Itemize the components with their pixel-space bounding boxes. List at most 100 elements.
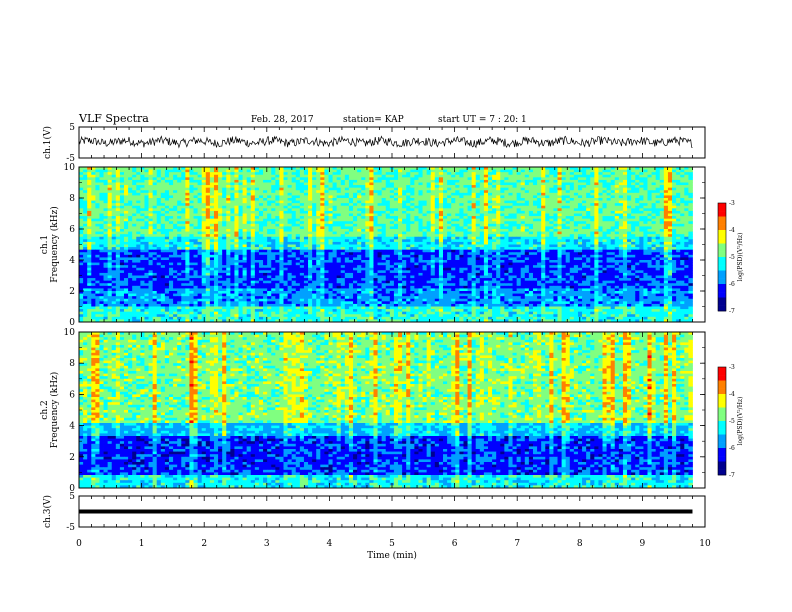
spectrogram-cell (303, 203, 309, 207)
spectrogram-cell (377, 236, 383, 240)
spectrogram-cell (177, 205, 182, 209)
spectrogram-cell (222, 244, 227, 248)
spectrogram-cell (365, 249, 370, 253)
spectrogram-cell (479, 236, 485, 240)
spectrogram-cell (242, 179, 248, 183)
spectrogram-cell (471, 221, 477, 225)
spectrogram-cell (655, 187, 661, 191)
spectrogram-cell (422, 226, 428, 230)
spectrogram-cell (238, 234, 243, 238)
spectrogram-cell (451, 213, 456, 217)
ch1-spectrogram-cells (79, 167, 693, 323)
spectrogram-cell (438, 216, 444, 220)
spectrogram-cell (123, 174, 129, 178)
spectrogram-cell (95, 208, 100, 212)
spectrogram-cell (365, 182, 370, 186)
y-tick-label: 5 (69, 123, 75, 133)
spectrogram-cell (393, 244, 399, 248)
spectrogram-cell (87, 208, 92, 212)
spectrogram-cell (115, 205, 121, 209)
spectrogram-cell (377, 174, 383, 178)
spectrogram-cell (246, 190, 252, 194)
spectrogram-cell (492, 247, 497, 251)
spectrogram-cell (328, 236, 333, 240)
spectrogram-cell (197, 192, 203, 196)
spectrogram-cell (447, 229, 452, 232)
spectrogram-cell (569, 185, 575, 189)
spectrogram-cell (91, 185, 96, 189)
spectrogram-cell (676, 247, 681, 251)
spectrogram-cell (647, 208, 652, 212)
spectrogram-cell (520, 247, 526, 251)
spectrogram-cell (308, 229, 313, 232)
spectrogram-cell (209, 169, 215, 173)
spectrogram-cell (557, 210, 562, 214)
spectrogram-cell (369, 208, 374, 212)
spectrogram-cell (569, 234, 575, 238)
spectrogram-cell (283, 177, 288, 181)
spectrogram-cell (303, 223, 309, 227)
spectrogram-cell (684, 210, 689, 214)
spectrogram-cell (516, 187, 522, 191)
spectrogram-cell (156, 210, 162, 214)
spectrogram-cell (369, 231, 374, 235)
spectrogram-cell (267, 179, 272, 183)
spectrogram-cell (324, 229, 329, 232)
spectrogram-cell (316, 172, 321, 176)
spectrogram-cell (667, 195, 673, 199)
spectrogram-cell (140, 241, 145, 245)
spectrogram-cell (586, 229, 591, 232)
spectrogram-cell (242, 177, 248, 181)
spectrogram-cell (676, 205, 681, 209)
spectrogram-cell (672, 229, 677, 232)
spectrogram-cell (209, 239, 215, 243)
spectrogram-cell (426, 247, 432, 251)
spectrogram-cell (344, 167, 350, 170)
spectrogram-cell (164, 177, 170, 181)
spectrogram-cell (312, 172, 317, 176)
spectrogram-cell (549, 236, 554, 240)
spectrogram-cell (565, 185, 571, 189)
spectrogram-cell (647, 195, 652, 199)
spectrogram-cell (136, 169, 141, 173)
spectrogram-cell (451, 169, 456, 173)
spectrogram-cell (606, 187, 612, 191)
spectrogram-cell (95, 218, 100, 222)
spectrogram-cell (91, 198, 96, 201)
spectrogram-cell (226, 213, 231, 217)
spectrogram-cell (598, 203, 603, 207)
spectrogram-cell (332, 218, 338, 222)
spectrogram-cell (508, 192, 513, 196)
spectrogram-cell (659, 172, 665, 176)
spectrogram-cell (111, 221, 117, 225)
spectrogram-cell (569, 223, 575, 227)
spectrogram-cell (181, 167, 186, 170)
spectrogram-cell (598, 192, 603, 196)
spectrogram-cell (168, 247, 174, 251)
spectrogram-cell (684, 172, 689, 176)
spectrogram-cell (406, 177, 411, 181)
spectrogram-cell (451, 236, 456, 240)
spectrogram-cell (218, 179, 223, 183)
spectrogram-cell (582, 229, 587, 232)
spectrogram-cell (500, 210, 505, 214)
spectrogram-cell (659, 244, 665, 248)
spectrogram-cell (275, 203, 280, 207)
spectrogram-cell (422, 216, 428, 220)
spectrogram-cell (209, 223, 215, 227)
spectrogram-cell (152, 174, 158, 178)
spectrogram-cell (496, 223, 501, 227)
spectrogram-cell (496, 247, 501, 251)
spectrogram-cell (663, 190, 669, 194)
spectrogram-cell (438, 208, 444, 212)
spectrogram-cell (340, 182, 346, 186)
spectrogram-cell (577, 190, 583, 194)
spectrogram-cell (340, 216, 346, 220)
spectrogram-cell (676, 226, 681, 230)
spectrogram-cell (115, 179, 121, 183)
spectrogram-cell (164, 241, 170, 245)
spectrogram-cell (230, 203, 235, 207)
spectrogram-cell (606, 213, 612, 217)
spectrogram-cell (688, 216, 693, 220)
spectrogram-cell (369, 182, 374, 186)
